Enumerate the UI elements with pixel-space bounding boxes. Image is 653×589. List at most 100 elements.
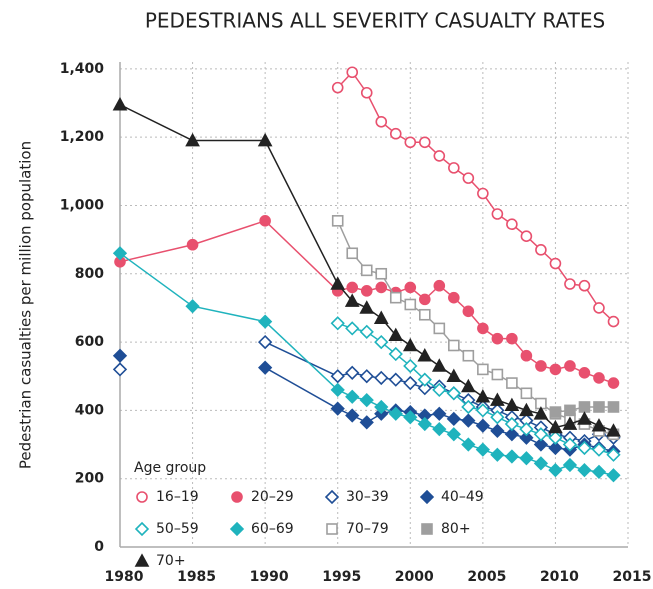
data-point — [549, 406, 562, 418]
data-point — [506, 332, 518, 345]
data-point — [519, 422, 534, 437]
data-point — [446, 427, 461, 442]
data-point — [577, 440, 592, 456]
data-point — [506, 218, 518, 231]
data-point — [403, 358, 418, 374]
legend-label: 70+ — [156, 553, 186, 569]
data-point — [564, 360, 576, 372]
data-point — [562, 457, 578, 473]
data-point — [374, 399, 389, 415]
data-point — [520, 387, 533, 400]
legend-label: 80+ — [441, 521, 471, 537]
data-point — [564, 404, 576, 417]
data-point — [374, 370, 389, 386]
data-point — [404, 136, 417, 149]
data-point — [504, 449, 520, 464]
data-point — [389, 127, 402, 140]
data-point — [477, 187, 489, 200]
data-point — [533, 406, 549, 420]
data-point — [359, 300, 375, 314]
data-point — [375, 267, 388, 280]
data-point — [374, 334, 389, 350]
data-point — [549, 363, 562, 376]
data-point — [360, 86, 373, 99]
data-point — [418, 293, 431, 306]
data-point — [491, 208, 504, 220]
data-point — [417, 381, 432, 396]
data-point — [330, 382, 345, 398]
data-point — [402, 337, 418, 352]
y-tick-label: 1,000 — [60, 197, 105, 213]
data-point — [345, 365, 360, 380]
data-point — [433, 279, 446, 292]
data-point — [344, 293, 360, 307]
data-point — [186, 238, 199, 251]
data-point — [577, 411, 592, 425]
data-point — [388, 346, 403, 362]
data-point — [519, 402, 534, 417]
data-point — [345, 408, 360, 423]
y-tick-label: 1,200 — [60, 129, 105, 145]
data-point — [404, 298, 417, 311]
legend-label: 60–69 — [251, 521, 294, 537]
data-point — [460, 378, 476, 393]
data-point — [490, 423, 505, 439]
data-point — [345, 389, 360, 404]
data-point — [375, 281, 388, 294]
data-point — [388, 372, 403, 387]
data-point — [504, 416, 520, 432]
x-tick-label: 2005 — [467, 569, 506, 585]
data-point — [535, 244, 547, 256]
legend-marker — [229, 521, 245, 537]
data-point — [578, 279, 591, 292]
data-point — [578, 367, 591, 379]
y-tick-label: 800 — [75, 266, 104, 282]
data-point — [112, 362, 128, 377]
data-point — [432, 382, 447, 398]
data-point — [475, 389, 491, 403]
data-point — [475, 442, 490, 457]
data-point — [431, 358, 447, 372]
data-point — [330, 401, 345, 416]
data-point — [448, 339, 460, 352]
data-point — [359, 369, 374, 384]
data-point — [432, 422, 447, 437]
data-point — [448, 162, 460, 174]
data-point — [388, 327, 404, 342]
legend-label: 40–49 — [441, 489, 484, 505]
legend-marker — [134, 553, 150, 567]
data-point — [258, 334, 273, 350]
data-point — [331, 215, 344, 227]
data-point — [504, 397, 520, 412]
data-point — [490, 392, 505, 406]
data-point — [593, 302, 605, 314]
data-point — [257, 132, 273, 147]
data-point — [359, 324, 374, 339]
data-point — [477, 363, 489, 376]
data-point — [433, 322, 446, 335]
y-tick-label: 0 — [94, 539, 104, 555]
data-point — [519, 451, 534, 466]
legend-label: 30–39 — [346, 489, 389, 505]
data-point — [432, 406, 447, 421]
data-point — [373, 310, 389, 324]
data-point — [112, 97, 128, 111]
data-point — [475, 418, 490, 433]
data-point — [404, 281, 417, 294]
data-point — [346, 66, 359, 79]
data-point — [330, 276, 346, 290]
data-point — [606, 423, 621, 437]
y-tick-label: 600 — [75, 334, 104, 350]
data-point — [389, 291, 402, 304]
data-point — [548, 440, 563, 456]
data-point — [520, 349, 533, 362]
data-point — [562, 416, 578, 430]
x-tick-label: 2010 — [540, 569, 579, 585]
data-point — [535, 360, 547, 372]
data-point — [606, 447, 621, 462]
data-point — [549, 257, 562, 270]
data-point — [346, 247, 359, 260]
data-point — [578, 401, 591, 413]
data-point — [519, 430, 534, 445]
data-point — [403, 410, 418, 425]
